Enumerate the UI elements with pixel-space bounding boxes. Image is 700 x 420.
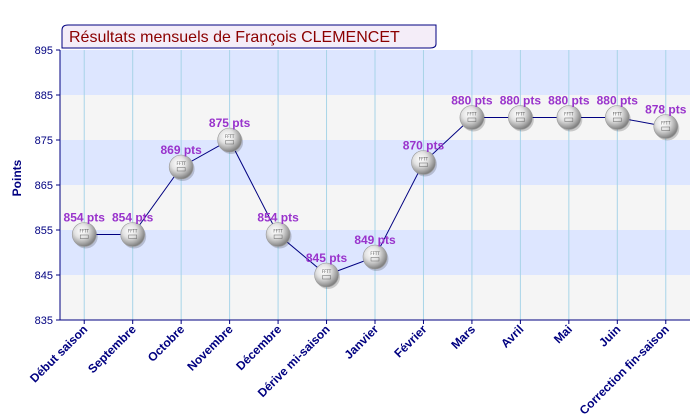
marker-logo-box xyxy=(370,257,380,262)
data-point-marker: FFTT xyxy=(362,244,389,271)
ball-marker xyxy=(120,222,145,247)
y-axis-label: Points xyxy=(10,159,24,196)
data-label: 845 pts xyxy=(306,251,348,265)
x-tick-label: Octobre xyxy=(145,322,188,365)
x-tick-label: Correction fin-saison xyxy=(577,322,672,417)
x-tick-label: Avril xyxy=(498,322,526,350)
chart-title: Résultats mensuels de François CLEMENCET xyxy=(69,29,400,46)
ball-marker xyxy=(265,222,291,247)
data-label: 870 pts xyxy=(403,139,445,153)
x-tick-label: Septembre xyxy=(85,322,139,376)
data-point-marker: FFTT xyxy=(120,222,147,249)
marker-logo-text: FFTT xyxy=(613,112,623,117)
data-point-marker: FFTT xyxy=(556,105,583,132)
data-label: 880 pts xyxy=(597,94,639,108)
y-tick-label: 875 xyxy=(35,135,53,147)
data-label: 854 pts xyxy=(112,211,154,225)
marker-logo-box xyxy=(128,234,137,239)
x-tick-label: Mars xyxy=(448,322,478,352)
marker-logo-text: FFTT xyxy=(467,112,477,117)
data-label: 880 pts xyxy=(548,94,590,108)
data-label: 854 pts xyxy=(257,211,299,225)
y-axis-ticks: 835 845 855 865 875 885 895 xyxy=(35,45,60,327)
marker-logo-text: FFTT xyxy=(661,121,671,126)
x-tick-label: Début saison xyxy=(27,322,90,385)
data-point-marker: FFTT xyxy=(71,222,98,249)
marker-logo-box xyxy=(564,117,574,122)
marker-logo-text: FFTT xyxy=(370,251,380,256)
data-label: 880 pts xyxy=(451,94,493,108)
y-tick-label: 845 xyxy=(35,270,53,282)
marker-logo-text: FFTT xyxy=(564,112,574,117)
marker-logo-text: FFTT xyxy=(322,269,332,274)
ball-marker xyxy=(508,105,533,130)
ball-marker xyxy=(217,127,242,153)
marker-logo-text: FFTT xyxy=(516,112,526,117)
marker-logo-box xyxy=(225,140,234,145)
marker-logo-box xyxy=(467,117,477,122)
marker-logo-box xyxy=(79,234,89,239)
vertical-gridlines xyxy=(83,50,667,320)
data-points: FFTT FFTT FFTT FFTT FFTT FFTT FFTT FFTT FFTT FFTT… xyxy=(71,105,680,289)
data-label: 875 pts xyxy=(209,116,251,130)
data-label: 849 pts xyxy=(354,233,396,247)
data-point-marker: FFTT xyxy=(459,105,486,132)
data-label: 854 pts xyxy=(64,211,106,225)
x-tick-label: Janvier xyxy=(342,322,382,362)
data-point-marker: FFTT xyxy=(508,105,534,132)
ball-marker xyxy=(362,244,388,270)
title-box: Résultats mensuels de François CLEMENCET xyxy=(61,24,437,49)
marker-logo-text: FFTT xyxy=(176,161,186,166)
data-label: 878 pts xyxy=(645,103,687,117)
x-tick-label: Février xyxy=(391,322,429,360)
x-tick-label: Décembre xyxy=(233,322,284,373)
data-point-marker: FFTT xyxy=(168,154,195,181)
marker-logo-box xyxy=(273,234,283,239)
data-point-marker: FFTT xyxy=(314,262,341,289)
ball-marker xyxy=(653,114,679,139)
x-tick-label: Novembre xyxy=(184,322,236,374)
y-tick-label: 885 xyxy=(35,90,53,102)
ball-marker xyxy=(168,154,194,180)
marker-logo-text: FFTT xyxy=(273,229,283,234)
ball-marker xyxy=(411,150,436,175)
ball-marker xyxy=(71,222,97,247)
ball-marker xyxy=(605,105,630,130)
marker-logo-text: FFTT xyxy=(80,229,90,234)
marker-logo-box xyxy=(176,167,186,172)
data-label: 869 pts xyxy=(160,143,202,157)
y-tick-label: 895 xyxy=(35,45,53,57)
marker-logo-box xyxy=(661,126,671,131)
data-point-marker: FFTT xyxy=(653,114,680,141)
ball-marker xyxy=(556,105,582,130)
data-point-marker: FFTT xyxy=(217,127,244,154)
x-tick-label: Juin xyxy=(596,322,623,349)
ball-marker xyxy=(459,105,485,130)
data-point-marker: FFTT xyxy=(605,105,631,132)
y-tick-label: 865 xyxy=(35,180,53,192)
marker-logo-box xyxy=(516,117,525,122)
marker-logo-box xyxy=(419,162,428,167)
y-tick-label: 835 xyxy=(35,315,53,327)
data-label: 880 pts xyxy=(500,94,542,108)
data-labels: 854 pts 854 pts 869 pts 875 pts 854 pts 845 p… xyxy=(64,94,687,266)
y-tick-label: 855 xyxy=(35,225,53,237)
data-point-marker: FFTT xyxy=(265,222,292,249)
marker-logo-text: FFTT xyxy=(419,157,429,162)
marker-logo-box xyxy=(322,275,331,280)
data-point-marker: FFTT xyxy=(411,150,437,177)
marker-logo-text: FFTT xyxy=(225,134,235,139)
marker-logo-text: FFTT xyxy=(128,229,138,234)
ball-marker xyxy=(314,262,339,288)
marker-logo-box xyxy=(613,117,622,122)
x-tick-label: Mai xyxy=(551,322,575,346)
